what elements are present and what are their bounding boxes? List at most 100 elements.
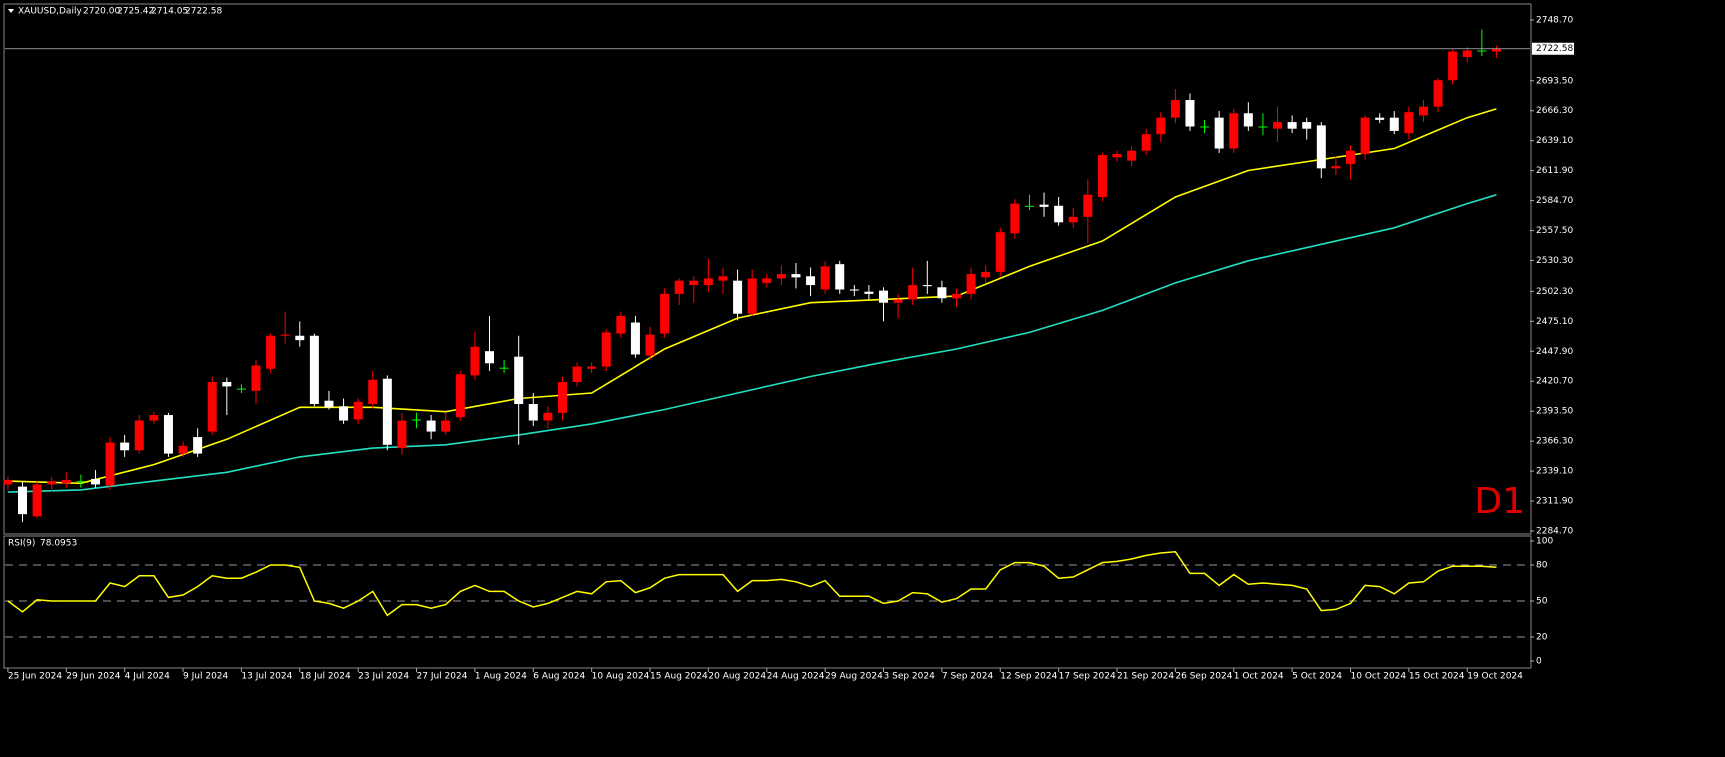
candle-body	[616, 315, 626, 334]
x-tick-label: 19 Oct 2024	[1467, 672, 1523, 682]
candle-body	[587, 366, 597, 369]
candle-body	[397, 420, 407, 449]
y-tick-label: 2557.50	[1536, 226, 1573, 236]
x-tick-label: 1 Aug 2024	[475, 672, 527, 682]
candle-body	[382, 378, 392, 445]
candle-body	[499, 367, 509, 369]
candle-body	[1375, 117, 1385, 120]
candle-body	[1418, 106, 1428, 116]
price-tag-label: 2722.58	[1536, 44, 1573, 54]
rsi-title: RSI(9)	[8, 539, 35, 549]
candle-body	[849, 289, 859, 291]
candle-body	[207, 382, 217, 432]
candle-body	[879, 290, 889, 303]
candle-body	[747, 278, 757, 314]
candle-body	[645, 334, 655, 356]
candle-body	[893, 299, 903, 303]
x-tick-label: 18 Jul 2024	[300, 672, 351, 682]
candle-body	[163, 415, 173, 454]
candle-body	[280, 334, 290, 336]
candle-body	[455, 374, 465, 418]
candle-body	[1185, 100, 1195, 127]
candle-body	[1462, 50, 1472, 58]
candle-body	[1097, 155, 1107, 197]
candle-body	[733, 280, 743, 314]
candle-body	[1229, 113, 1239, 149]
candle-body	[543, 412, 553, 421]
candle-body	[324, 400, 334, 408]
y-tick-label: 2393.50	[1536, 407, 1573, 417]
candle-body	[309, 335, 319, 405]
candle-body	[1258, 126, 1268, 128]
candle-body	[981, 271, 991, 278]
candle-body	[32, 484, 42, 517]
candle-body	[660, 293, 670, 334]
candle-body	[368, 379, 378, 405]
candle-body	[922, 285, 932, 287]
candle-body	[791, 274, 801, 278]
rsi-line	[7, 551, 1497, 617]
candle-body	[1448, 51, 1458, 81]
candle-body	[1170, 100, 1180, 118]
candle-body	[820, 266, 830, 290]
x-tick-label: 29 Jun 2024	[66, 672, 120, 682]
y-tick-label: 2666.30	[1536, 106, 1573, 116]
candle-body	[149, 415, 159, 421]
candle-body	[718, 276, 728, 281]
x-tick-label: 1 Oct 2024	[1234, 672, 1284, 682]
quote-high: 2725.42	[117, 7, 154, 17]
candle-body	[1068, 216, 1078, 223]
candle-body	[995, 232, 1005, 272]
moving-average	[7, 194, 1497, 493]
candle-body	[470, 346, 480, 376]
candle-body	[61, 480, 71, 484]
main-panel	[3, 3, 1532, 535]
rsi-y-tick-label: 0	[1536, 657, 1542, 667]
candle-body	[937, 287, 947, 299]
y-tick-label: 2611.90	[1536, 166, 1573, 176]
candle-body	[1346, 150, 1356, 164]
x-tick-label: 6 Aug 2024	[533, 672, 585, 682]
candle-body	[412, 419, 422, 421]
y-tick-label: 2502.30	[1536, 287, 1573, 297]
candle-body	[1024, 205, 1034, 207]
candle-body	[76, 481, 86, 483]
x-tick-label: 17 Sep 2024	[1059, 672, 1116, 682]
candle-body	[674, 280, 684, 294]
y-tick-label: 2420.70	[1536, 377, 1573, 387]
rsi-y-tick-label: 100	[1536, 537, 1553, 547]
candle-body	[251, 365, 261, 391]
x-tick-label: 13 Jul 2024	[241, 672, 292, 682]
candle-body	[1200, 126, 1210, 128]
candle-body	[120, 442, 130, 451]
menu-arrow[interactable]	[8, 9, 14, 13]
candle-body	[1010, 203, 1020, 234]
moving-average	[7, 108, 1497, 485]
x-tick-label: 7 Sep 2024	[942, 672, 994, 682]
candle-body	[1491, 48, 1501, 52]
candle-body	[1127, 150, 1137, 161]
y-tick-label: 2339.10	[1536, 467, 1573, 477]
candle-body	[776, 274, 786, 279]
candle-body	[193, 437, 203, 454]
x-tick-label: 26 Sep 2024	[1175, 672, 1232, 682]
candle-body	[689, 280, 699, 286]
candle-body	[1039, 204, 1049, 207]
timeframe: D1	[1474, 481, 1525, 522]
rsi-y-tick-label: 20	[1536, 633, 1548, 643]
candle-body	[1331, 166, 1341, 169]
candle-body	[295, 335, 305, 341]
quote-open: 2720.00	[83, 7, 120, 17]
y-tick-label: 2584.70	[1536, 196, 1573, 206]
x-tick-label: 15 Aug 2024	[650, 672, 708, 682]
x-tick-label: 10 Oct 2024	[1351, 672, 1407, 682]
price-tag	[1532, 42, 1574, 55]
x-tick-label: 3 Sep 2024	[884, 672, 936, 682]
candle-body	[18, 486, 28, 515]
candle-body	[762, 278, 772, 283]
candle-body	[557, 382, 567, 413]
candle-body	[426, 420, 436, 432]
y-tick-label: 2748.70	[1536, 15, 1573, 25]
y-tick-label: 2366.30	[1536, 437, 1573, 447]
x-tick-label: 23 Jul 2024	[358, 672, 409, 682]
